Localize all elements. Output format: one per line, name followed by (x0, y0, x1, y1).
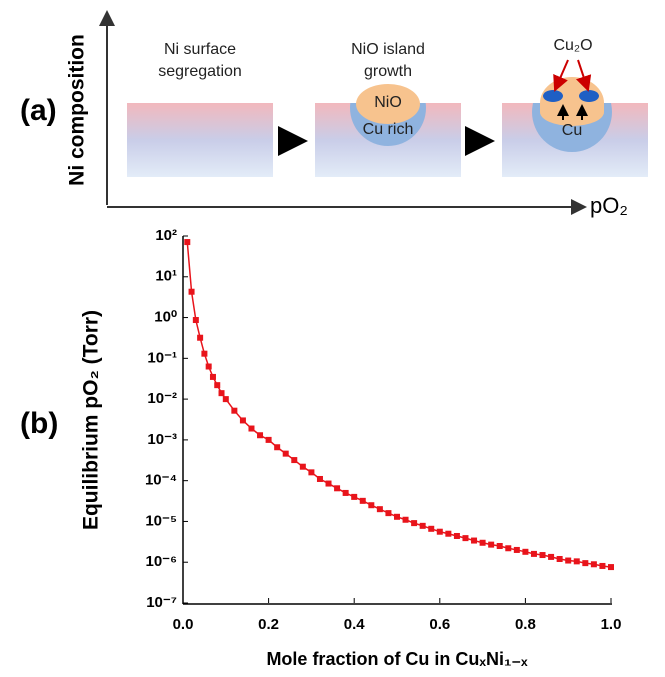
cu-label: Cu (562, 122, 582, 139)
data-point (265, 436, 272, 443)
data-point (513, 546, 520, 553)
data-point (257, 432, 264, 439)
data-point (359, 497, 366, 504)
data-point (376, 506, 383, 513)
data-point (188, 288, 195, 295)
data-point (368, 502, 375, 509)
data-point (522, 548, 529, 555)
y-tick-label: 10⁻⁵ (145, 512, 177, 529)
data-point (505, 545, 512, 552)
data-point (471, 537, 478, 544)
data-point (436, 528, 443, 535)
data-point (214, 382, 221, 389)
data-point (222, 396, 229, 403)
data-point (394, 513, 400, 520)
x-tick-label: 0.0 (173, 616, 194, 633)
x-tick-label: 0.4 (344, 616, 366, 633)
data-point (342, 489, 349, 496)
cu2o-cap (543, 90, 563, 102)
x-tick-label: 1.0 (601, 616, 622, 633)
data-point (351, 493, 358, 500)
nio-island (356, 84, 420, 124)
stage-title: segregation (158, 63, 242, 80)
data-point (573, 558, 580, 565)
data-point (248, 425, 255, 432)
data-point (488, 541, 495, 548)
data-point (428, 525, 435, 532)
data-point (385, 510, 392, 517)
y-tick-label: 10⁻⁴ (145, 472, 177, 489)
y-tick-label: 10¹ (155, 268, 177, 285)
data-point (205, 363, 212, 370)
nio-label: NiO (374, 94, 402, 111)
y-axis-label: Ni composition (66, 34, 89, 186)
data-point (239, 417, 246, 424)
data-point (274, 444, 281, 451)
pointer (575, 59, 592, 92)
cu2o-label: Cu₂O (553, 37, 592, 54)
data-point (548, 553, 555, 560)
data-point (590, 561, 597, 568)
data-point (316, 475, 323, 482)
y-tick-label: 10⁻³ (147, 431, 177, 448)
data-point (411, 520, 418, 527)
slab (127, 103, 273, 177)
data-point (201, 350, 208, 357)
data-point (462, 535, 469, 542)
data-point (299, 463, 306, 470)
data-point (582, 560, 589, 567)
diagram: Ni composition pO₂ (a) Ni surface segreg… (20, 10, 648, 218)
data-point (308, 469, 315, 476)
data-point (530, 550, 537, 557)
cu2o-cap (579, 90, 599, 102)
x-axis-label: pO₂ (590, 193, 628, 218)
data-point (218, 390, 225, 397)
data-point (192, 317, 199, 324)
y-tick-label: 10⁻⁷ (146, 594, 177, 611)
y-tick-label: 10⁻¹ (147, 349, 177, 366)
stage-title: Ni surface (164, 41, 236, 58)
data-point (291, 457, 298, 464)
y-tick-label: 10⁻⁶ (145, 553, 177, 570)
data-point (325, 480, 332, 487)
data-point (479, 539, 486, 546)
data-point (599, 562, 606, 569)
x-tick-label: 0.2 (258, 616, 279, 633)
data-point (556, 555, 563, 562)
stage-title: growth (364, 63, 412, 80)
y-axis-label: Equilibrium pO₂ (Torr) (80, 310, 103, 530)
data-point (565, 557, 572, 564)
data-point (184, 239, 191, 246)
data-point (231, 407, 238, 414)
data-point (419, 522, 426, 529)
data-point (496, 542, 503, 549)
cu-rich-label: Cu rich (363, 121, 414, 138)
data-point (539, 552, 546, 559)
data-point (282, 450, 289, 457)
x-axis-label: Mole fraction of Cu in CuₓNi₁₋ₓ (266, 649, 528, 669)
data-point (453, 532, 460, 539)
y-tick-label: 10⁻² (147, 390, 177, 407)
data-point (445, 530, 452, 537)
data-point (209, 373, 216, 380)
x-tick-label: 0.6 (429, 616, 450, 633)
data-point (608, 564, 614, 571)
stage-title: NiO island (351, 41, 425, 58)
panel-label: (a) (20, 94, 57, 127)
y-tick-label: 10² (155, 227, 177, 244)
x-tick-label: 0.8 (515, 616, 536, 633)
panel-label: (b) (20, 407, 58, 440)
data-point (197, 334, 204, 341)
y-tick-label: 10⁰ (154, 309, 177, 326)
pointer (553, 59, 569, 92)
data-point (334, 485, 341, 492)
data-point (402, 516, 409, 523)
